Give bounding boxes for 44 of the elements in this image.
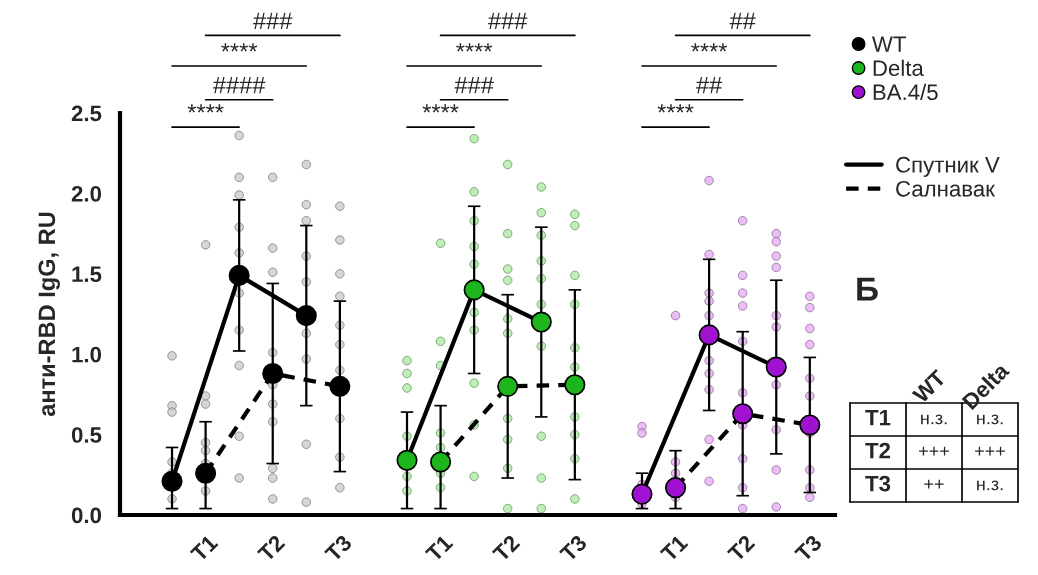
text: +++: [975, 446, 1005, 456]
text: ###: [454, 77, 494, 94]
text: н.з.: [921, 414, 947, 425]
category-label: T2: [865, 442, 891, 459]
y-tick-label: 1.5: [72, 266, 102, 283]
text: ****: [657, 104, 694, 113]
y-tick-label: 0.0: [71, 507, 102, 524]
category-label: T3: [865, 475, 891, 492]
text: ###: [488, 12, 528, 29]
x-tick-label: T2: [256, 534, 286, 563]
legend-label: WT: [872, 36, 906, 52]
y-tick-label: 0.5: [71, 427, 102, 443]
x-tick-label: T3: [558, 534, 588, 563]
x-tick-label: T2: [726, 534, 756, 563]
text: Б: [857, 277, 878, 301]
legend-label: Спутник V: [896, 156, 1000, 177]
x-tick-label: T3: [793, 534, 823, 563]
x-tick-label: T3: [323, 534, 353, 563]
legend-label: Delta: [873, 59, 924, 77]
y-tick-label: 1.0: [72, 346, 102, 363]
text: ##: [696, 77, 723, 94]
x-tick-label: T1: [189, 534, 219, 563]
text: ****: [221, 43, 258, 52]
category-label: T1: [865, 409, 891, 426]
category-label: WT: [911, 368, 947, 404]
text: ****: [691, 43, 728, 52]
text: ****: [456, 43, 493, 52]
text: ####: [213, 77, 266, 94]
y-tick-label: 2.5: [71, 105, 102, 122]
legend-label: BA.4/5: [873, 83, 938, 101]
legend-label: Салнавак: [896, 180, 995, 197]
text: ++: [924, 479, 944, 489]
text: н.з.: [977, 480, 1003, 491]
text: н.з.: [977, 414, 1003, 425]
text: ###: [253, 12, 293, 29]
y-axis-title: анти-RBD IgG, RU: [38, 212, 60, 417]
x-tick-label: T1: [659, 534, 689, 563]
y-tick-label: 2.0: [71, 185, 102, 202]
x-tick-label: T2: [491, 534, 521, 563]
text: ****: [422, 104, 459, 113]
x-tick-label: T1: [424, 534, 454, 563]
text: ##: [729, 12, 756, 29]
text: ****: [187, 104, 224, 113]
text: +++: [919, 446, 949, 456]
